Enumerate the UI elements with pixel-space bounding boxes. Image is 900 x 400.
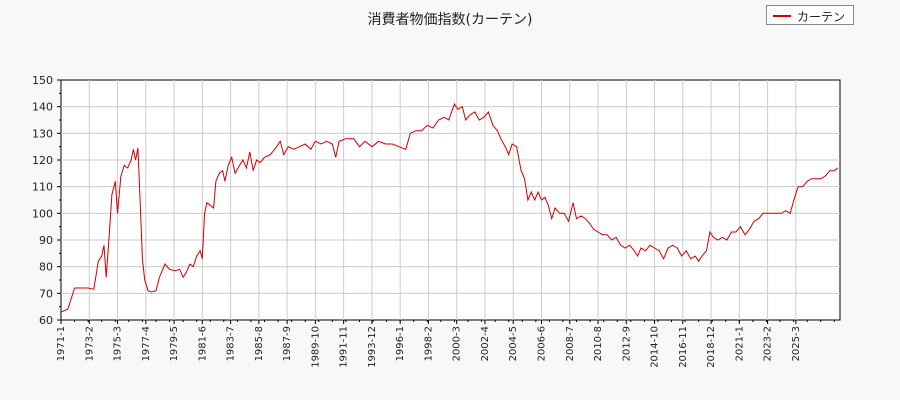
- x-tick-label: 1977-4: [141, 326, 152, 361]
- plot-area: [60, 79, 841, 321]
- x-tick-label: 2023-2: [763, 326, 774, 361]
- x-tick-label: 2010-8: [593, 326, 604, 361]
- x-tick-label: 2000-3: [452, 326, 463, 361]
- y-tick-label: 120: [32, 154, 53, 167]
- y-tick-label: 100: [32, 207, 53, 220]
- y-tick-label: 90: [39, 234, 53, 247]
- x-tick-label: 2012-9: [621, 326, 632, 361]
- y-tick-label: 140: [32, 101, 53, 114]
- y-tick-label: 150: [32, 74, 53, 87]
- legend-line-swatch: [773, 15, 791, 17]
- y-tick-label: 60: [39, 314, 53, 327]
- x-tick-label: 1979-5: [169, 326, 180, 361]
- x-tick-label: 2021-1: [734, 326, 745, 361]
- x-tick-label: 1987-9: [282, 326, 293, 361]
- y-tick-label: 80: [39, 261, 53, 274]
- legend: カーテン: [766, 5, 854, 25]
- x-tick-label: 2016-11: [678, 326, 689, 368]
- y-axis: 60 70 80 90 100 110 120 130 140 150: [32, 74, 61, 327]
- x-tick-label: 2004-5: [508, 326, 519, 361]
- x-tick-label: 2002-4: [480, 326, 491, 361]
- x-tick-label: 1975-3: [113, 326, 124, 361]
- series-line-curtain: [60, 102, 839, 313]
- y-tick-label: 110: [32, 181, 53, 194]
- x-tick-label: 2014-10: [650, 326, 661, 368]
- x-tick-label: 2018-12: [706, 326, 717, 368]
- x-tick-label: 2006-6: [536, 326, 547, 361]
- y-tick-label: 130: [32, 127, 53, 140]
- chart-title: 消費者物価指数(カーテン): [367, 12, 533, 28]
- x-tick-label: 1993-12: [367, 326, 378, 368]
- legend-label: カーテン: [797, 10, 846, 24]
- x-tick-label: 1991-11: [339, 326, 350, 368]
- x-tick-label: 1996-1: [395, 326, 406, 361]
- x-tick-label: 2008-7: [565, 326, 576, 361]
- x-tick-label: 1981-6: [197, 326, 208, 361]
- x-tick-label: 1985-8: [254, 326, 265, 361]
- x-tick-label: 1983-7: [226, 326, 237, 361]
- x-tick-label: 1989-10: [310, 326, 321, 368]
- x-tick-label: 1998-2: [423, 326, 434, 361]
- y-tick-label: 70: [39, 287, 53, 300]
- grid: [61, 80, 840, 320]
- x-axis: 1971-1 1973-2 1975-3 1977-4 1979-5 1981-6 1983…: [56, 320, 835, 368]
- x-tick-label: 2025-3: [791, 326, 802, 361]
- x-tick-label: 1973-2: [84, 326, 95, 361]
- x-tick-label: 1971-1: [56, 326, 67, 361]
